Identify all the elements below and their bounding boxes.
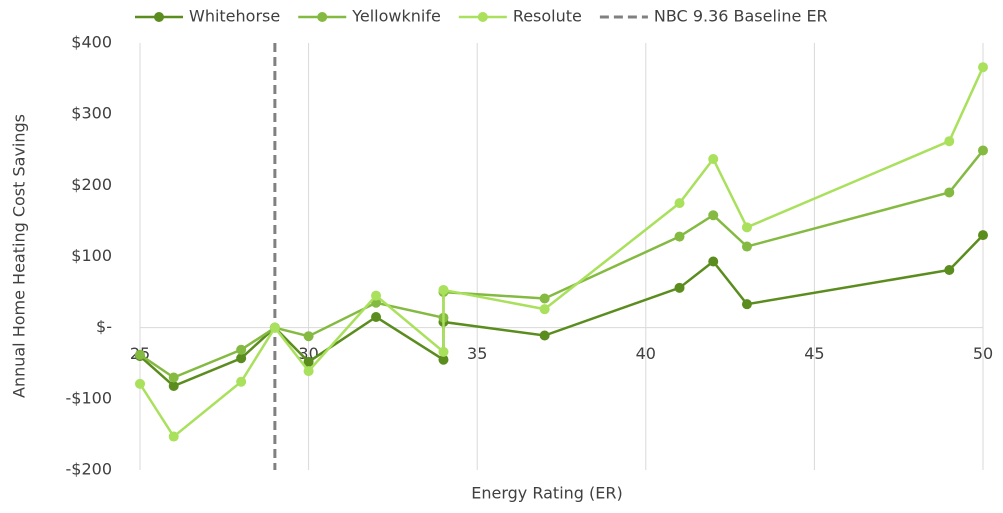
legend-label: Resolute [513,7,582,26]
y-axis-label: Annual Home Heating Cost Savings [10,114,29,398]
x-tick-label: 40 [636,344,656,363]
data-point [944,187,955,198]
legend-marker [154,12,164,22]
y-tick-label: $400 [71,33,112,52]
data-point [741,299,752,310]
data-point [539,293,550,304]
data-point [236,344,247,355]
y-tick-label: -$100 [66,388,113,407]
data-point [741,222,752,233]
x-tick-label: 35 [467,344,487,363]
x-tick-label: 45 [804,344,824,363]
data-point [978,230,988,241]
data-point [269,322,280,333]
legend-label: Whitehorse [189,7,280,26]
data-point [674,282,685,293]
x-axis-label: Energy Rating (ER) [471,484,622,503]
legend-label: NBC 9.36 Baseline ER [654,7,828,26]
data-point [135,349,145,360]
data-point [978,145,988,156]
data-point [438,346,449,357]
data-point [168,381,179,392]
data-point [236,353,247,364]
data-point [135,378,145,389]
y-tick-label: $100 [71,246,112,265]
data-point [708,256,719,267]
data-point [303,356,314,367]
data-point [539,304,550,315]
data-point [674,231,685,242]
data-point [371,311,382,322]
data-point [303,331,314,342]
series-line [139,234,984,388]
data-point [371,290,382,301]
data-point [708,154,719,165]
data-point [978,62,988,73]
data-point [944,136,955,147]
data-point [438,284,449,295]
data-point [741,241,752,252]
data-point [236,376,247,387]
data-point [168,431,179,442]
data-point [708,210,719,221]
data-point [674,198,685,209]
data-point [303,366,314,377]
legend-label: Yellowknife [351,7,441,26]
legend-marker [317,12,328,22]
data-point [438,354,449,365]
y-tick-label: $- [96,317,112,336]
y-tick-label: $300 [71,104,112,123]
series-line [138,66,985,439]
data-point [944,265,955,276]
y-tick-label: $200 [71,175,112,194]
legend-marker [477,12,488,22]
data-point [168,372,179,383]
y-tick-label: -$200 [66,460,113,479]
x-tick-label: 50 [973,344,993,363]
data-point [539,330,550,341]
